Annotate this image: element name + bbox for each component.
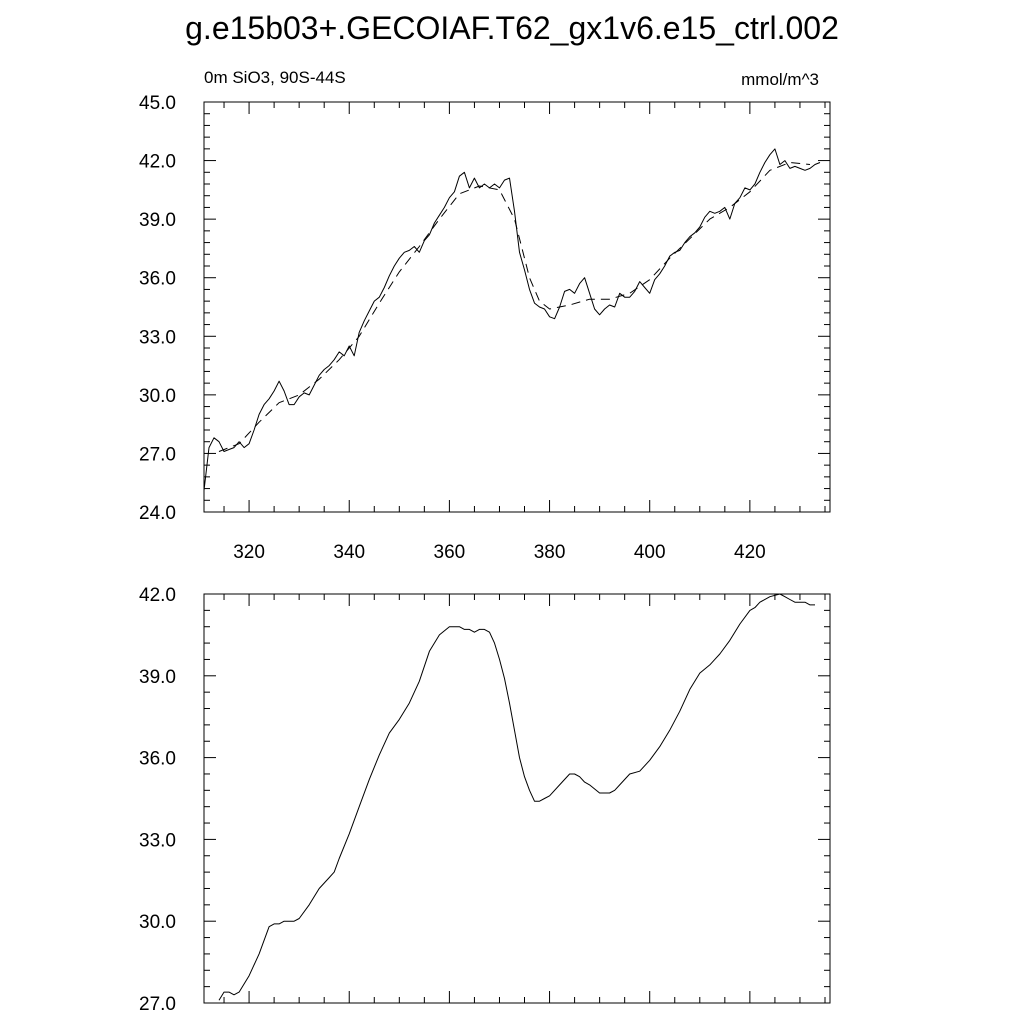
panel1-y-tick-label: 30.0 [139, 386, 176, 407]
panel1-x-tick-label: 340 [333, 542, 365, 563]
panel2-y-tick-label: 33.0 [139, 830, 176, 851]
panel1-y-tick-label: 24.0 [139, 503, 176, 524]
panel1-plot-frame [203, 101, 831, 513]
panel1-x-tick-label: 320 [233, 542, 265, 563]
panel2-y-tick-label: 30.0 [139, 912, 176, 933]
panel2-y-tick-label: 39.0 [139, 667, 176, 688]
panel1-y-tick-label: 27.0 [139, 444, 176, 465]
panel1-series-solid-line [203, 148, 821, 491]
panel1-y-tick-label: 45.0 [139, 93, 176, 114]
panel1-x-tick-label: 360 [434, 542, 466, 563]
panel2-y-tick-label: 27.0 [139, 994, 176, 1015]
panel1-x-tick-label: 380 [534, 542, 566, 563]
panel2-y-tick-label: 42.0 [139, 585, 176, 606]
panel1-left-label: 0m SiO3, 90S-44S [204, 68, 346, 87]
panel1-series-dashed-line [218, 162, 811, 452]
panel1-y-tick-label: 36.0 [139, 269, 176, 290]
panel1-y-tick-label: 42.0 [139, 152, 176, 173]
panel1-y-tick-label: 39.0 [139, 210, 176, 231]
figure-title: g.e15b03+.GECOIAF.T62_gx1v6.e15_ctrl.002 [185, 10, 839, 46]
panel1-units-label: mmol/m^3 [741, 70, 819, 89]
panel1-x-tick-label: 420 [734, 542, 766, 563]
panel1-x-tick-label: 400 [634, 542, 666, 563]
panel1-y-tick-label: 33.0 [139, 327, 176, 348]
panel2-y-tick-label: 36.0 [139, 749, 176, 770]
panel2-plot-frame [203, 593, 831, 1004]
panel2-series-solid-line [218, 593, 815, 1001]
